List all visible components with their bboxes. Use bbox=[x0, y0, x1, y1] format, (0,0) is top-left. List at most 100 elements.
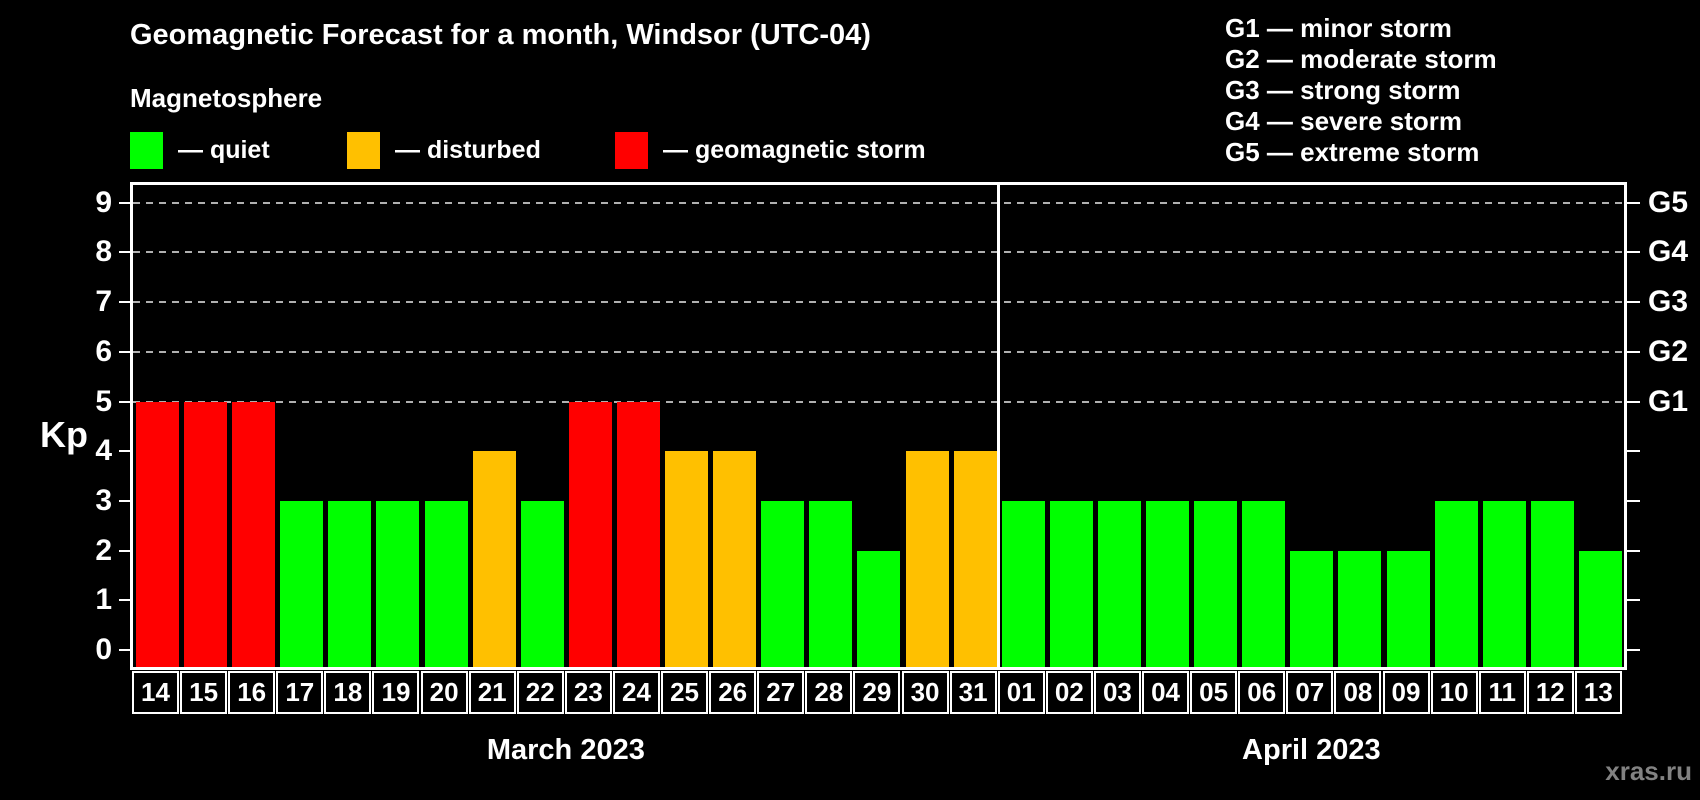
y-axis-tick bbox=[119, 450, 132, 453]
y-tick-label-0: 0 bbox=[95, 633, 112, 666]
right-axis-tick bbox=[1627, 301, 1640, 304]
kp-bar-29 bbox=[857, 550, 901, 667]
date-label-21: 21 bbox=[468, 671, 516, 714]
date-label-28: 28 bbox=[805, 671, 853, 714]
gridline-kp6 bbox=[133, 350, 1624, 353]
kp-bar-14 bbox=[136, 401, 179, 667]
kp-bar-21 bbox=[472, 451, 516, 667]
date-label-22: 22 bbox=[516, 671, 564, 714]
right-axis-tick bbox=[1627, 649, 1640, 651]
disturbed-color-swatch bbox=[347, 132, 380, 169]
quiet-color-swatch bbox=[130, 132, 163, 169]
legend-item-disturbed: — disturbed bbox=[347, 132, 541, 169]
kp-bar-13 bbox=[1578, 550, 1622, 667]
date-label-11: 11 bbox=[1478, 671, 1526, 714]
legend-label-disturbed: — disturbed bbox=[395, 136, 541, 164]
y-axis-tick bbox=[119, 649, 132, 651]
y-axis-tick bbox=[119, 549, 132, 552]
y-axis-tick bbox=[119, 251, 132, 254]
right-axis-tick bbox=[1627, 201, 1640, 204]
kp-bar-06 bbox=[1242, 500, 1286, 667]
watermark: xras.ru bbox=[1605, 756, 1692, 786]
gridline-kp9 bbox=[133, 201, 1624, 204]
right-axis-label-g1: G1 bbox=[1648, 384, 1689, 418]
kp-bar-09 bbox=[1386, 550, 1430, 667]
date-label-05: 05 bbox=[1190, 671, 1238, 714]
date-label-27: 27 bbox=[757, 671, 805, 714]
right-axis-tick bbox=[1627, 350, 1640, 353]
right-axis-label-g2: G2 bbox=[1648, 334, 1689, 368]
y-axis-tick bbox=[119, 301, 132, 304]
gridline-kp8 bbox=[133, 251, 1624, 254]
kp-bar-12 bbox=[1530, 500, 1574, 667]
kp-bar-30 bbox=[905, 451, 949, 667]
date-label-13: 13 bbox=[1574, 671, 1622, 714]
y-tick-label-7: 7 bbox=[95, 285, 112, 319]
g-legend-line-2: G2 — moderate storm bbox=[1225, 44, 1497, 74]
right-axis-label-g3: G3 bbox=[1648, 285, 1689, 319]
month-label-april: April 2023 bbox=[1242, 734, 1381, 766]
right-axis-tick bbox=[1627, 499, 1640, 502]
date-label-01: 01 bbox=[997, 671, 1045, 714]
y-axis-tick bbox=[119, 350, 132, 353]
date-label-25: 25 bbox=[661, 671, 709, 714]
legend-label-storm: — geomagnetic storm bbox=[663, 136, 926, 164]
y-tick-label-9: 9 bbox=[95, 185, 112, 219]
storm-color-swatch bbox=[615, 132, 648, 169]
date-label-26: 26 bbox=[709, 671, 757, 714]
g-legend-line-1: G1 — minor storm bbox=[1225, 13, 1452, 43]
right-axis-tick bbox=[1627, 599, 1640, 602]
kp-bar-05 bbox=[1194, 500, 1238, 667]
kp-bar-16 bbox=[232, 401, 276, 667]
date-label-10: 10 bbox=[1430, 671, 1478, 714]
date-label-31: 31 bbox=[949, 671, 997, 714]
date-label-08: 08 bbox=[1334, 671, 1382, 714]
plot-frame bbox=[130, 182, 1627, 670]
date-label-02: 02 bbox=[1045, 671, 1093, 714]
date-label-09: 09 bbox=[1382, 671, 1430, 714]
date-label-30: 30 bbox=[901, 671, 949, 714]
date-label-19: 19 bbox=[372, 671, 420, 714]
y-tick-label-8: 8 bbox=[95, 235, 112, 269]
kp-bar-03 bbox=[1097, 500, 1141, 667]
kp-bar-22 bbox=[520, 500, 564, 667]
gridline-kp7 bbox=[133, 301, 1624, 304]
y-axis-title: Kp bbox=[40, 414, 88, 455]
right-axis-tick bbox=[1627, 450, 1640, 453]
y-tick-label-6: 6 bbox=[95, 334, 112, 368]
right-axis-tick bbox=[1627, 251, 1640, 254]
month-divider bbox=[997, 185, 1001, 667]
kp-bar-18 bbox=[328, 500, 372, 667]
kp-bar-20 bbox=[424, 500, 468, 667]
kp-bar-25 bbox=[665, 451, 709, 667]
date-label-18: 18 bbox=[324, 671, 372, 714]
kp-bar-24 bbox=[616, 401, 660, 667]
y-axis-tick bbox=[119, 599, 132, 602]
date-label-12: 12 bbox=[1526, 671, 1574, 714]
g-legend-line-4: G4 — severe storm bbox=[1225, 106, 1463, 136]
g-legend-line-3: G3 — strong storm bbox=[1225, 75, 1461, 105]
date-label-03: 03 bbox=[1093, 671, 1141, 714]
date-label-17: 17 bbox=[276, 671, 324, 714]
y-tick-label-4: 4 bbox=[95, 434, 112, 468]
date-label-07: 07 bbox=[1286, 671, 1334, 714]
kp-bar-11 bbox=[1482, 500, 1526, 667]
date-label-20: 20 bbox=[420, 671, 468, 714]
magnetosphere-label: Magnetosphere bbox=[130, 83, 323, 113]
kp-bar-02 bbox=[1049, 500, 1093, 667]
legend-label-quiet: — quiet bbox=[178, 136, 270, 164]
plot-area bbox=[133, 185, 1624, 667]
legend-item-storm: — geomagnetic storm bbox=[615, 132, 926, 169]
date-label-15: 15 bbox=[180, 671, 228, 714]
kp-bar-26 bbox=[713, 451, 757, 667]
right-axis-label-g4: G4 bbox=[1648, 235, 1689, 269]
kp-bar-17 bbox=[280, 500, 324, 667]
kp-bar-10 bbox=[1434, 500, 1478, 667]
y-axis-tick bbox=[119, 499, 132, 502]
kp-bar-28 bbox=[809, 500, 853, 667]
kp-bar-07 bbox=[1290, 550, 1334, 667]
y-axis-tick bbox=[119, 201, 132, 204]
date-label-16: 16 bbox=[228, 671, 276, 714]
date-label-04: 04 bbox=[1142, 671, 1190, 714]
